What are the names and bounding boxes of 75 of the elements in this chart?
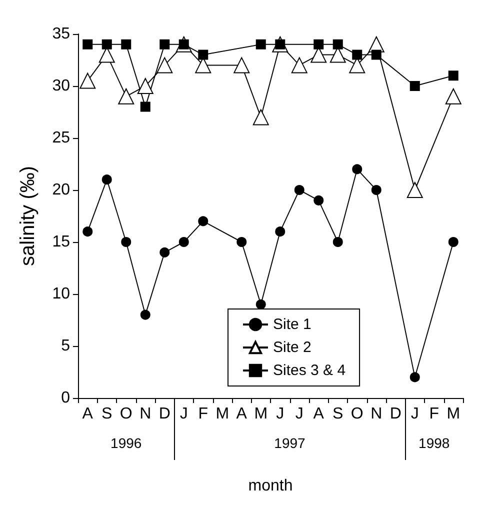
x-tick-label: M — [216, 406, 230, 422]
y-tick-label: 35 — [52, 26, 70, 42]
point — [332, 237, 343, 247]
legend-label: Site 2 — [273, 339, 312, 356]
point — [406, 182, 423, 198]
point — [82, 226, 93, 237]
point — [352, 50, 362, 60]
point — [82, 39, 93, 50]
point — [410, 372, 420, 382]
x-tick-label: N — [370, 406, 382, 422]
point — [156, 57, 173, 74]
x-tick-label: D — [390, 406, 402, 422]
point — [314, 39, 324, 50]
y-tick-label: 15 — [52, 234, 70, 250]
x-tick-label: J — [276, 406, 284, 422]
point — [236, 237, 247, 247]
y-tick-label: 5 — [61, 338, 70, 354]
point — [140, 310, 150, 320]
x-tick-label: F — [429, 406, 440, 422]
y-tick-label: 20 — [52, 182, 70, 198]
x-tick-label: A — [236, 406, 248, 422]
point — [252, 109, 269, 126]
x-tick-label: N — [140, 406, 152, 422]
x-tick-label: J — [180, 406, 188, 422]
point — [371, 50, 382, 60]
point — [352, 164, 362, 174]
x-tick-label: O — [120, 406, 132, 422]
point — [80, 72, 96, 89]
point — [140, 102, 150, 112]
text: 1997 — [274, 435, 306, 451]
point — [118, 88, 134, 104]
point — [160, 247, 170, 258]
point — [256, 39, 266, 50]
x-tick-label: S — [332, 406, 344, 422]
point — [121, 39, 132, 50]
point — [448, 237, 458, 247]
x-axis-title: month — [248, 478, 293, 494]
point — [160, 39, 170, 50]
point — [137, 78, 154, 94]
y-tick-label: 30 — [52, 78, 70, 94]
x-tick-label: M — [446, 406, 460, 422]
x-tick-label: J — [295, 406, 304, 422]
point — [234, 57, 250, 74]
x-tick-label: J — [410, 406, 419, 422]
point — [314, 195, 324, 206]
text: 1996 — [110, 435, 142, 451]
point — [448, 70, 458, 81]
x-tick-label: F — [198, 406, 208, 422]
point — [291, 57, 308, 74]
point — [371, 185, 382, 195]
y-tick-label: 10 — [52, 286, 70, 302]
y-tick-label: 25 — [52, 130, 70, 146]
legend-label: Sites 3 & 4 — [273, 362, 346, 379]
point — [102, 39, 112, 50]
point — [410, 81, 420, 91]
point — [198, 50, 208, 60]
x-tick-label: O — [350, 406, 364, 422]
text: 1998 — [418, 435, 450, 451]
point — [178, 237, 189, 247]
point — [198, 216, 208, 226]
x-tick-label: D — [158, 406, 170, 422]
x-tick-label: M — [254, 406, 268, 422]
point — [332, 39, 343, 50]
y-axis-title: salinity (‰) — [17, 166, 39, 266]
point — [445, 88, 462, 104]
x-tick-label: A — [313, 406, 324, 422]
y-tick-label: 0 — [61, 390, 70, 406]
legend-label: Site 1 — [273, 316, 312, 333]
point — [275, 226, 286, 237]
point — [102, 174, 112, 185]
x-tick-label: S — [102, 406, 112, 422]
point — [121, 237, 132, 247]
point — [256, 299, 266, 310]
point — [294, 185, 304, 195]
x-tick-label: A — [82, 406, 94, 422]
